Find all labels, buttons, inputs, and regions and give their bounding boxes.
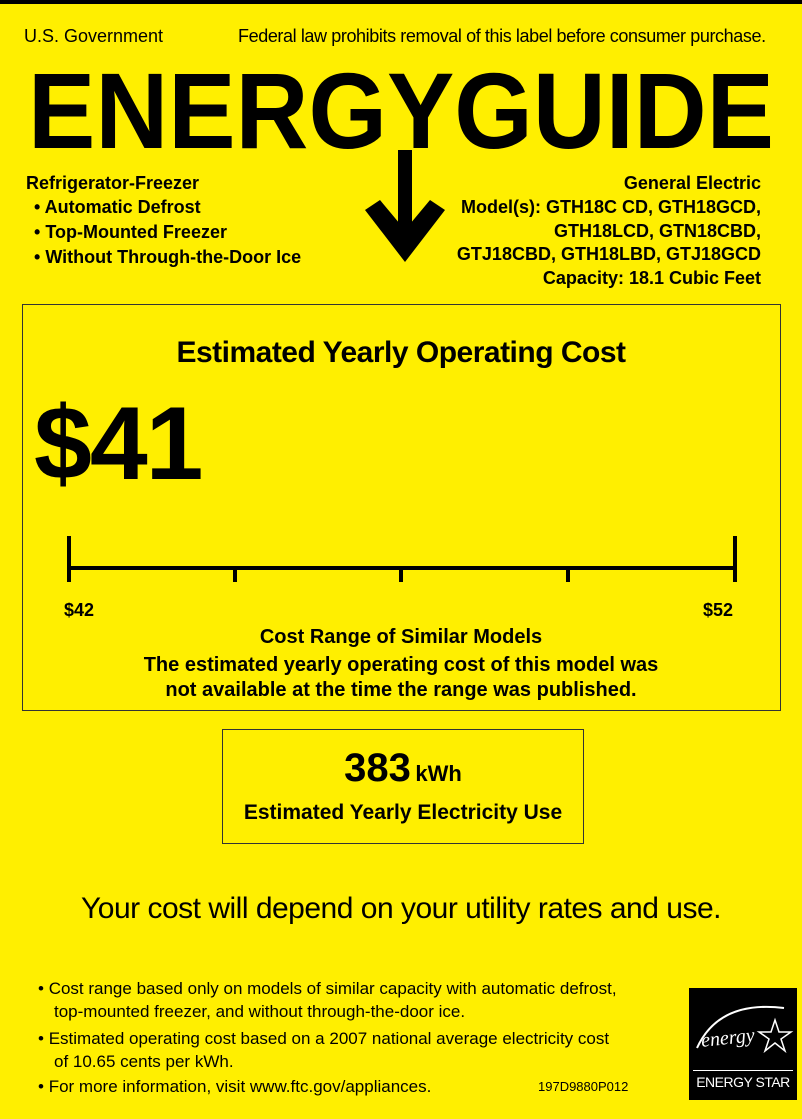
models-line: GTH18LCD, GTN18CBD, — [553, 221, 761, 241]
range-note: The estimated yearly operating cost of t… — [143, 654, 659, 676]
electricity-value-row: 383 kWh — [222, 746, 584, 791]
arrow-down-icon — [365, 150, 445, 262]
energy-star-logo: energy ENERGY STAR — [689, 988, 797, 1100]
energyguide-logo: ENERGYGUIDE — [28, 50, 774, 262]
footnote: • For more information, visit www.ftc.go… — [38, 1077, 432, 1096]
footnote: • Estimated operating cost based on a 20… — [38, 1029, 610, 1048]
feature-item: • Without Through-the-Door Ice — [34, 247, 302, 267]
electricity-label: Estimated Yearly Electricity Use — [243, 801, 563, 824]
product-type: Refrigerator-Freezer — [26, 173, 200, 193]
scale-end-tick — [733, 536, 737, 582]
models-line: Model(s): GTH18C CD, GTH18GCD, — [460, 197, 761, 217]
removal-notice: Federal law prohibits removal of this la… — [238, 26, 766, 46]
svg-text:energy: energy — [700, 1024, 756, 1052]
range-title: Cost Range of Similar Models — [259, 626, 543, 648]
footnote-cont: of 10.65 cents per kWh. — [54, 1052, 234, 1071]
kwh-unit: kWh — [415, 761, 462, 786]
scale-end-tick — [67, 536, 71, 582]
cost-range-scale — [67, 536, 737, 582]
capacity: Capacity: 18.1 Cubic Feet — [542, 268, 761, 288]
footnote: • Cost range based only on models of sim… — [38, 979, 617, 998]
cost-heading: Estimated Yearly Operating Cost — [176, 336, 626, 369]
feature-item: • Automatic Defrost — [34, 197, 201, 217]
kwh-value: 383 — [344, 746, 411, 790]
government-label: U.S. Government — [24, 26, 164, 46]
yearly-cost-value: $41 — [34, 386, 204, 502]
electricity-use-box — [222, 729, 584, 844]
energy-star-label: ENERGY STAR — [696, 1074, 790, 1090]
disclaimer: Your cost will depend on your utility ra… — [81, 892, 721, 925]
scale-tick — [233, 566, 237, 582]
range-note: not available at the time the range was … — [165, 679, 637, 701]
energy-star-icon: energy — [696, 1005, 794, 1054]
scale-tick — [399, 566, 403, 582]
scale-tick — [566, 566, 570, 582]
manufacturer: General Electric — [623, 173, 761, 193]
models-line: GTJ18CBD, GTH18LBD, GTJ18GCD — [456, 244, 761, 264]
range-min: $42 — [64, 600, 95, 620]
range-max: $52 — [703, 600, 734, 620]
feature-item: • Top-Mounted Freezer — [34, 222, 227, 242]
label-code: 197D9880P012 — [538, 1079, 629, 1094]
footnote-cont: top-mounted freezer, and without through… — [54, 1002, 466, 1021]
operating-cost-box — [22, 304, 781, 711]
top-border — [0, 0, 802, 4]
